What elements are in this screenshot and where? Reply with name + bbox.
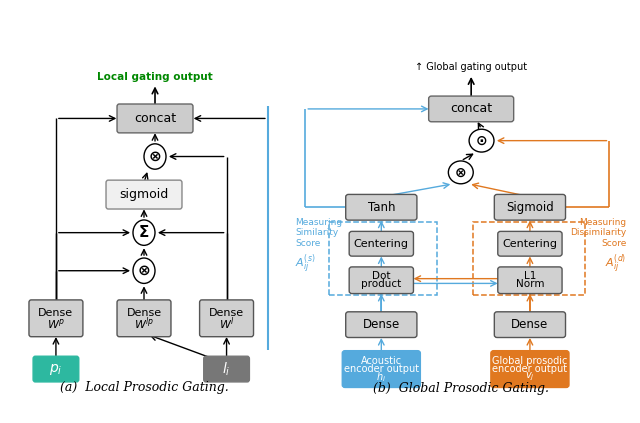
Text: Centering: Centering <box>502 239 557 249</box>
Text: concat: concat <box>134 112 176 125</box>
Circle shape <box>449 161 473 184</box>
Circle shape <box>144 144 166 169</box>
FancyBboxPatch shape <box>106 180 182 209</box>
Text: Dot: Dot <box>372 271 390 281</box>
Text: Local gating output: Local gating output <box>97 72 213 82</box>
Text: ⊗: ⊗ <box>138 263 150 278</box>
Text: ⊙: ⊙ <box>476 134 487 148</box>
FancyBboxPatch shape <box>342 351 420 387</box>
Text: ⊗: ⊗ <box>455 165 467 179</box>
FancyBboxPatch shape <box>33 356 79 382</box>
Text: concat: concat <box>450 102 492 115</box>
FancyBboxPatch shape <box>498 267 562 294</box>
Text: $W^{lp}$: $W^{lp}$ <box>134 316 154 332</box>
Text: Norm: Norm <box>516 279 544 289</box>
Text: Dense: Dense <box>127 308 161 318</box>
Text: Σ: Σ <box>139 225 149 240</box>
Text: ↑ Global gating output: ↑ Global gating output <box>415 63 527 72</box>
Text: Tanh: Tanh <box>367 201 395 214</box>
FancyBboxPatch shape <box>349 267 413 294</box>
FancyBboxPatch shape <box>29 300 83 337</box>
FancyBboxPatch shape <box>346 195 417 220</box>
Text: (a)  Local Prosodic Gating.: (a) Local Prosodic Gating. <box>60 382 228 394</box>
Text: encoder output: encoder output <box>344 364 419 374</box>
FancyBboxPatch shape <box>498 231 562 256</box>
Circle shape <box>133 258 155 283</box>
Text: $W^p$: $W^p$ <box>47 317 65 331</box>
Text: $W^l$: $W^l$ <box>219 316 234 332</box>
Text: $p_i$: $p_i$ <box>49 362 63 376</box>
Text: Sigmoid: Sigmoid <box>506 201 554 214</box>
Text: $l_i$: $l_i$ <box>222 360 231 378</box>
Text: encoder output: encoder output <box>492 364 568 374</box>
FancyBboxPatch shape <box>200 300 253 337</box>
Text: (b)  Global Prosodic Gating.: (b) Global Prosodic Gating. <box>372 382 548 395</box>
Text: product: product <box>361 279 401 289</box>
Text: Dense: Dense <box>38 308 74 318</box>
Text: Dense: Dense <box>363 318 400 331</box>
FancyBboxPatch shape <box>346 312 417 338</box>
Text: Centering: Centering <box>354 239 409 249</box>
FancyBboxPatch shape <box>117 104 193 133</box>
Text: Global prosodic: Global prosodic <box>492 357 568 366</box>
Text: $v_j$: $v_j$ <box>525 371 535 383</box>
Circle shape <box>133 220 155 245</box>
Text: $A_{ij}^{(d)}$: $A_{ij}^{(d)}$ <box>605 253 627 276</box>
FancyBboxPatch shape <box>494 312 566 338</box>
Text: Acoustic: Acoustic <box>361 357 402 366</box>
Circle shape <box>469 129 494 152</box>
FancyBboxPatch shape <box>204 356 250 382</box>
Text: Measuring
Similarity
Score: Measuring Similarity Score <box>295 218 342 247</box>
FancyBboxPatch shape <box>117 300 171 337</box>
FancyBboxPatch shape <box>494 195 566 220</box>
FancyBboxPatch shape <box>429 96 514 122</box>
Text: $A_{ij}^{(s)}$: $A_{ij}^{(s)}$ <box>295 253 316 276</box>
FancyBboxPatch shape <box>349 231 413 256</box>
Text: Dense: Dense <box>511 318 548 331</box>
Text: Measuring
Dissimilarity
Score: Measuring Dissimilarity Score <box>570 218 627 247</box>
Text: L1: L1 <box>524 271 536 281</box>
Text: sigmoid: sigmoid <box>120 188 168 201</box>
FancyBboxPatch shape <box>491 351 569 387</box>
Text: $h_i$: $h_i$ <box>376 370 387 384</box>
Text: Dense: Dense <box>209 308 244 318</box>
Text: ⊗: ⊗ <box>148 149 161 164</box>
